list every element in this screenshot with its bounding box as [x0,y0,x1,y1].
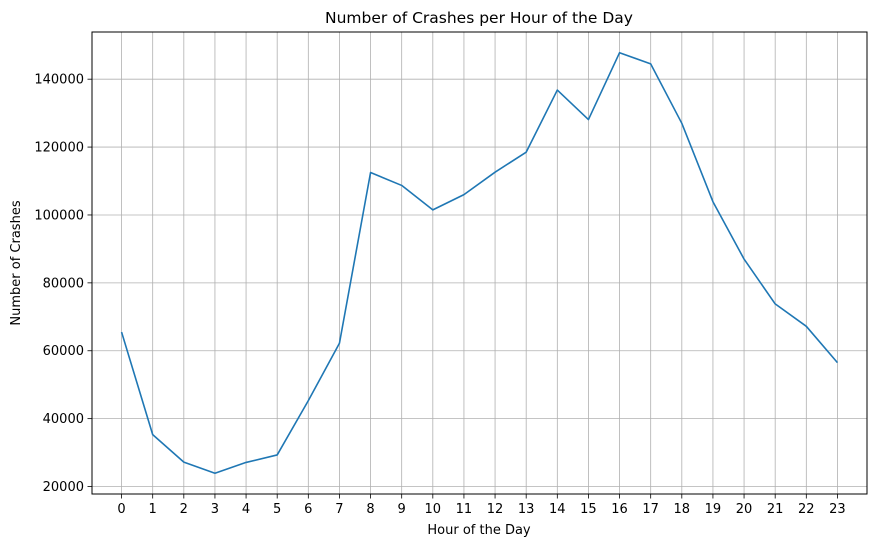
x-tick-label: 20 [736,502,753,517]
data-point [244,460,248,464]
x-tick-label: 10 [425,502,442,517]
x-tick-label: 6 [304,502,312,517]
x-tick-label: 3 [211,502,219,517]
data-point [649,62,653,66]
grid-lines [92,32,867,494]
data-point [337,341,341,345]
y-tick-label: 100000 [34,208,84,223]
series-line [120,51,839,475]
y-tick-label: 80000 [43,276,84,291]
x-tick-label: 15 [580,502,597,517]
series-layer [120,51,839,475]
data-point [120,330,124,334]
y-axis-label: Number of Crashes [9,200,24,325]
data-point [182,460,186,464]
data-point [680,121,684,125]
data-point [524,150,528,154]
data-point [711,200,715,204]
x-tick-label: 0 [117,502,125,517]
data-point [431,208,435,212]
x-tick-label: 16 [611,502,628,517]
x-tick-label: 21 [767,502,784,517]
x-tick-label: 1 [149,502,157,517]
chart-title: Number of Crashes per Hour of the Day [325,9,633,27]
data-point [804,324,808,328]
x-tick-label: 4 [242,502,250,517]
x-tick-label: 19 [705,502,722,517]
data-point [493,170,497,174]
data-point [369,171,373,175]
x-tick-label: 7 [335,502,343,517]
plot-frame [91,31,868,495]
data-point [773,302,777,306]
x-axis-label: Hour of the Day [427,523,531,538]
x-tick-label: 2 [180,502,188,517]
x-tick-label: 18 [674,502,691,517]
y-tick-label: 120000 [34,141,84,156]
y-tick-label: 140000 [34,73,84,88]
x-tick-label: 5 [273,502,281,517]
x-tick-label: 12 [487,502,504,517]
x-axis-ticks: 0 1 2 3 4 5 6 7 8 9 10 11 12 13 14 15 16 17 18 19 20 21 22 23 [117,494,846,517]
data-point [742,257,746,261]
data-point [555,88,559,92]
y-axis-ticks: 20000 40000 60000 80000 100000 120000 140000 [34,73,92,495]
x-tick-label: 17 [642,502,659,517]
y-tick-label: 20000 [43,480,84,495]
data-point [151,433,155,437]
x-tick-label: 14 [549,502,566,517]
data-point [306,399,310,403]
x-tick-label: 23 [829,502,846,517]
data-point [213,471,217,475]
x-tick-label: 11 [456,502,473,517]
y-tick-label: 40000 [43,412,84,427]
data-point [618,51,622,55]
y-tick-label: 60000 [43,344,84,359]
data-point [400,183,404,187]
data-point [586,118,590,122]
data-point [462,193,466,197]
x-tick-label: 8 [366,502,374,517]
x-tick-label: 22 [798,502,815,517]
data-point [275,453,279,457]
x-tick-label: 13 [518,502,535,517]
data-point [835,361,839,365]
x-tick-label: 9 [398,502,406,517]
